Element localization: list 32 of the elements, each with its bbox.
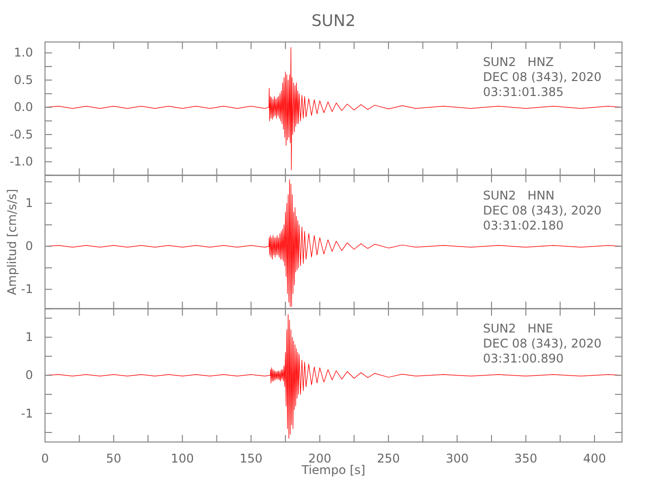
annotation: 03:31:01.385 xyxy=(483,85,564,99)
x-tick-label: 100 xyxy=(170,452,194,466)
y-tick-label: 1 xyxy=(25,330,33,344)
y-axis-title: Amplitud [cm/s/s] xyxy=(5,188,19,296)
y-tick-label: 1 xyxy=(25,196,33,210)
x-tick-label: 350 xyxy=(514,452,538,466)
x-tick-label: 250 xyxy=(377,452,400,466)
annotation: DEC 08 (343), 2020 xyxy=(483,70,602,84)
y-tick-label: -1 xyxy=(21,406,33,420)
y-tick-label: -1 xyxy=(21,282,33,296)
x-axis-title: Tiempo [s] xyxy=(300,463,366,477)
annotation: SUN2 HNE xyxy=(483,322,554,336)
chart-title: SUN2 xyxy=(311,11,356,30)
annotation: 03:31:00.890 xyxy=(483,352,564,366)
annotation: DEC 08 (343), 2020 xyxy=(483,203,602,218)
y-tick-label: -0.5 xyxy=(10,127,33,142)
annotation: 03:31:02.180 xyxy=(483,218,564,232)
annotation: SUN2 HNZ xyxy=(483,55,554,69)
y-tick-label: 0 xyxy=(25,368,33,382)
y-tick-label: 0 xyxy=(25,239,33,254)
y-tick-label: 0.5 xyxy=(14,72,33,87)
x-tick-label: 50 xyxy=(106,452,122,466)
y-tick-label: 0.0 xyxy=(14,100,33,114)
y-tick-label: -1.0 xyxy=(10,154,33,169)
x-tick-label: 400 xyxy=(583,452,606,466)
x-tick-label: 0 xyxy=(41,452,49,466)
y-tick-label: 1.0 xyxy=(14,46,33,60)
x-tick-label: 150 xyxy=(240,452,263,466)
x-tick-label: 200 xyxy=(308,452,332,466)
annotation: DEC 08 (343), 2020 xyxy=(483,336,602,351)
x-tick-label: 300 xyxy=(446,452,469,466)
annotation: SUN2 HNN xyxy=(483,188,554,202)
